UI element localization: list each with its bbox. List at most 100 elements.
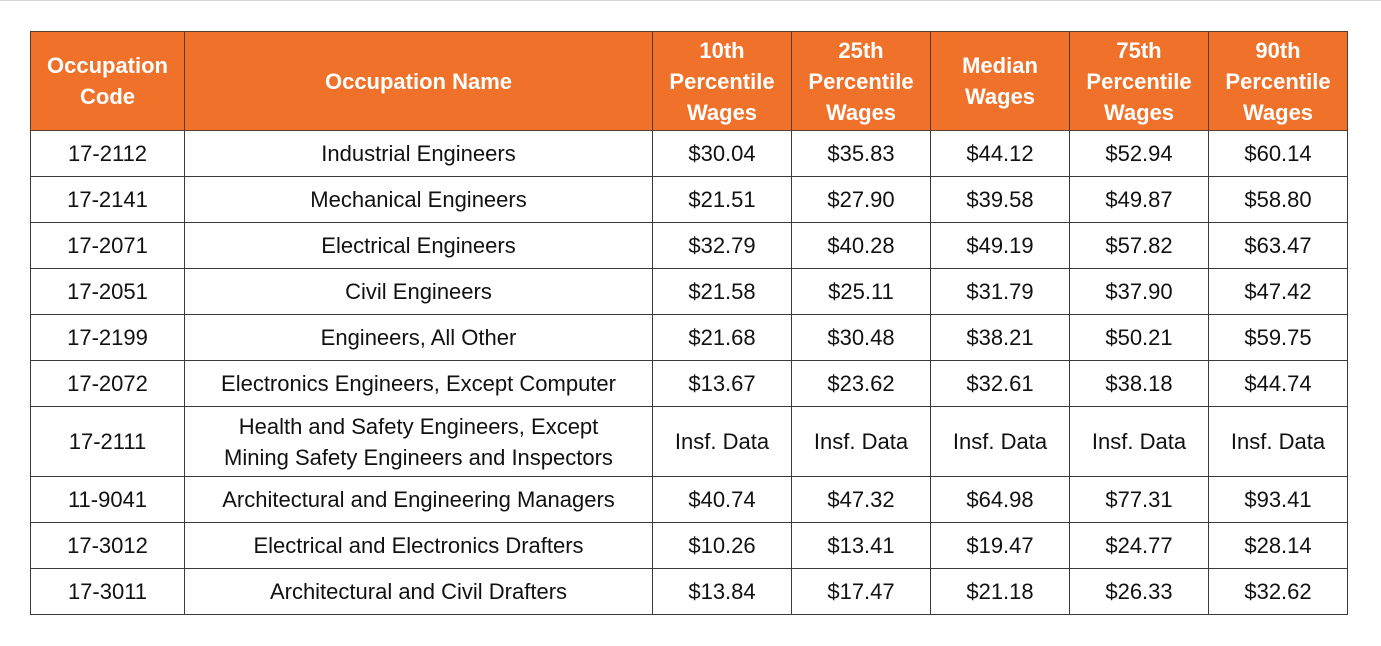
table-row: 17-2111 Health and Safety Engineers, Exce… (30, 406, 1348, 477)
header-text-line: Code (80, 84, 135, 109)
cell-p75-wage: $77.31 (1069, 476, 1209, 523)
header-text-line: Occupation (46, 53, 168, 78)
occupation-name-line: Electronics Engineers, Except Computer (221, 371, 616, 396)
occupation-name-line: Industrial Engineers (321, 141, 516, 166)
cell-p25-wage: $40.28 (791, 222, 931, 269)
cell-median-wage: $64.98 (930, 476, 1070, 523)
header-text-line: Percentile (1086, 68, 1192, 94)
cell-p90-wage: $93.41 (1208, 476, 1348, 523)
header-text-line: Wages (1242, 99, 1314, 125)
table-row: 17-2072 Electronics Engineers, Except Com… (30, 360, 1348, 407)
cell-p90-wage: $28.14 (1208, 522, 1348, 569)
occupation-name-line: Engineers, All Other (320, 325, 517, 350)
header-text-line: 75th (1116, 37, 1162, 63)
cell-occupation-code: 17-2199 (30, 314, 185, 361)
header-text-line: Percentile (808, 68, 914, 94)
table-row: 17-2141 Mechanical Engineers $21.51 $27.90 $… (30, 176, 1348, 223)
table-row: 17-3011 Architectural and Civil Drafters $… (30, 568, 1348, 615)
header-p75-wages: 75th Percentile Wages (1069, 31, 1209, 131)
table-row: 11-9041 Architectural and Engineering Man… (30, 476, 1348, 523)
header-text-line: Wages (964, 84, 1036, 109)
table-row: 17-2051 Civil Engineers $21.58 $25.11 $31.79… (30, 268, 1348, 315)
header-text-line: 10th (699, 37, 745, 63)
cell-median-wage: $19.47 (930, 522, 1070, 569)
cell-p90-wage: $63.47 (1208, 222, 1348, 269)
cell-p25-wage: $47.32 (791, 476, 931, 523)
cell-p90-wage: $32.62 (1208, 568, 1348, 615)
cell-occupation-code: 17-2112 (30, 130, 185, 177)
cell-p10-wage: $30.04 (652, 130, 792, 177)
cell-p25-wage: $13.41 (791, 522, 931, 569)
header-p90-wages: 90th Percentile Wages (1208, 31, 1348, 131)
cell-p75-wage: $24.77 (1069, 522, 1209, 569)
cell-occupation-code: 17-2111 (30, 406, 185, 477)
table-row: 17-2199 Engineers, All Other $21.68 $30.48 $… (30, 314, 1348, 361)
cell-p75-wage: $57.82 (1069, 222, 1209, 269)
cell-p75-wage: $52.94 (1069, 130, 1209, 177)
cell-p10-wage: Insf. Data (652, 406, 792, 477)
cell-p90-wage: $58.80 (1208, 176, 1348, 223)
cell-occupation-name: Electrical and Electronics Drafters (184, 522, 653, 569)
cell-occupation-code: 17-3012 (30, 522, 185, 569)
cell-p10-wage: $13.84 (652, 568, 792, 615)
cell-p75-wage: $49.87 (1069, 176, 1209, 223)
wage-table: Occupation Code Occupation Name 10th Percent… (30, 31, 1348, 615)
header-median-wages: Median Wages (930, 31, 1070, 131)
cell-p25-wage: Insf. Data (791, 406, 931, 477)
cell-p90-wage: $60.14 (1208, 130, 1348, 177)
cell-median-wage: $38.21 (930, 314, 1070, 361)
cell-median-wage: $21.18 (930, 568, 1070, 615)
cell-occupation-name: Engineers, All Other (184, 314, 653, 361)
cell-median-wage: Insf. Data (930, 406, 1070, 477)
cell-occupation-name: Architectural and Engineering Managers (184, 476, 653, 523)
cell-occupation-name: Civil Engineers (184, 268, 653, 315)
cell-p25-wage: $17.47 (791, 568, 931, 615)
cell-median-wage: $32.61 (930, 360, 1070, 407)
header-text-line: 90th (1255, 37, 1301, 63)
occupation-name-line: Mechanical Engineers (310, 187, 527, 212)
cell-p25-wage: $27.90 (791, 176, 931, 223)
cell-median-wage: $49.19 (930, 222, 1070, 269)
cell-occupation-code: 17-3011 (30, 568, 185, 615)
cell-p10-wage: $40.74 (652, 476, 792, 523)
cell-p25-wage: $35.83 (791, 130, 931, 177)
cell-p90-wage: Insf. Data (1208, 406, 1348, 477)
cell-p10-wage: $21.51 (652, 176, 792, 223)
cell-p75-wage: Insf. Data (1069, 406, 1209, 477)
occupation-name-line: Civil Engineers (345, 279, 492, 304)
cell-median-wage: $31.79 (930, 268, 1070, 315)
top-divider (0, 0, 1381, 1)
cell-p10-wage: $21.68 (652, 314, 792, 361)
cell-p25-wage: $23.62 (791, 360, 931, 407)
cell-occupation-name: Mechanical Engineers (184, 176, 653, 223)
cell-occupation-name: Industrial Engineers (184, 130, 653, 177)
table-row: 17-3012 Electrical and Electronics Drafte… (30, 522, 1348, 569)
occupation-name-line: Architectural and Civil Drafters (269, 579, 568, 604)
cell-p90-wage: $47.42 (1208, 268, 1348, 315)
cell-occupation-name: Electronics Engineers, Except Computer (184, 360, 653, 407)
cell-occupation-code: 17-2141 (30, 176, 185, 223)
occupation-name-line: Mining Safety Engineers and Inspectors (224, 444, 613, 470)
occupation-name-line: Electrical Engineers (321, 233, 516, 258)
cell-p10-wage: $10.26 (652, 522, 792, 569)
table-row: 17-2071 Electrical Engineers $32.79 $40.28 $… (30, 222, 1348, 269)
cell-p90-wage: $44.74 (1208, 360, 1348, 407)
header-p25-wages: 25th Percentile Wages (791, 31, 931, 131)
cell-p75-wage: $26.33 (1069, 568, 1209, 615)
cell-occupation-code: 17-2071 (30, 222, 185, 269)
occupation-name-line: Architectural and Engineering Managers (222, 487, 615, 512)
cell-occupation-code: 17-2051 (30, 268, 185, 315)
header-text-line: Median (962, 53, 1038, 78)
cell-p10-wage: $21.58 (652, 268, 792, 315)
header-text-line: Wages (686, 99, 758, 125)
header-p10-wages: 10th Percentile Wages (652, 31, 792, 131)
header-text-line: Percentile (669, 68, 775, 94)
cell-p75-wage: $37.90 (1069, 268, 1209, 315)
cell-p75-wage: $50.21 (1069, 314, 1209, 361)
header-text-line: Wages (825, 99, 897, 125)
cell-occupation-name: Health and Safety Engineers, Except Minin… (184, 406, 653, 477)
header-text-line: Percentile (1225, 68, 1331, 94)
cell-p10-wage: $32.79 (652, 222, 792, 269)
occupation-name-line: Electrical and Electronics Drafters (253, 533, 584, 558)
cell-occupation-name: Architectural and Civil Drafters (184, 568, 653, 615)
